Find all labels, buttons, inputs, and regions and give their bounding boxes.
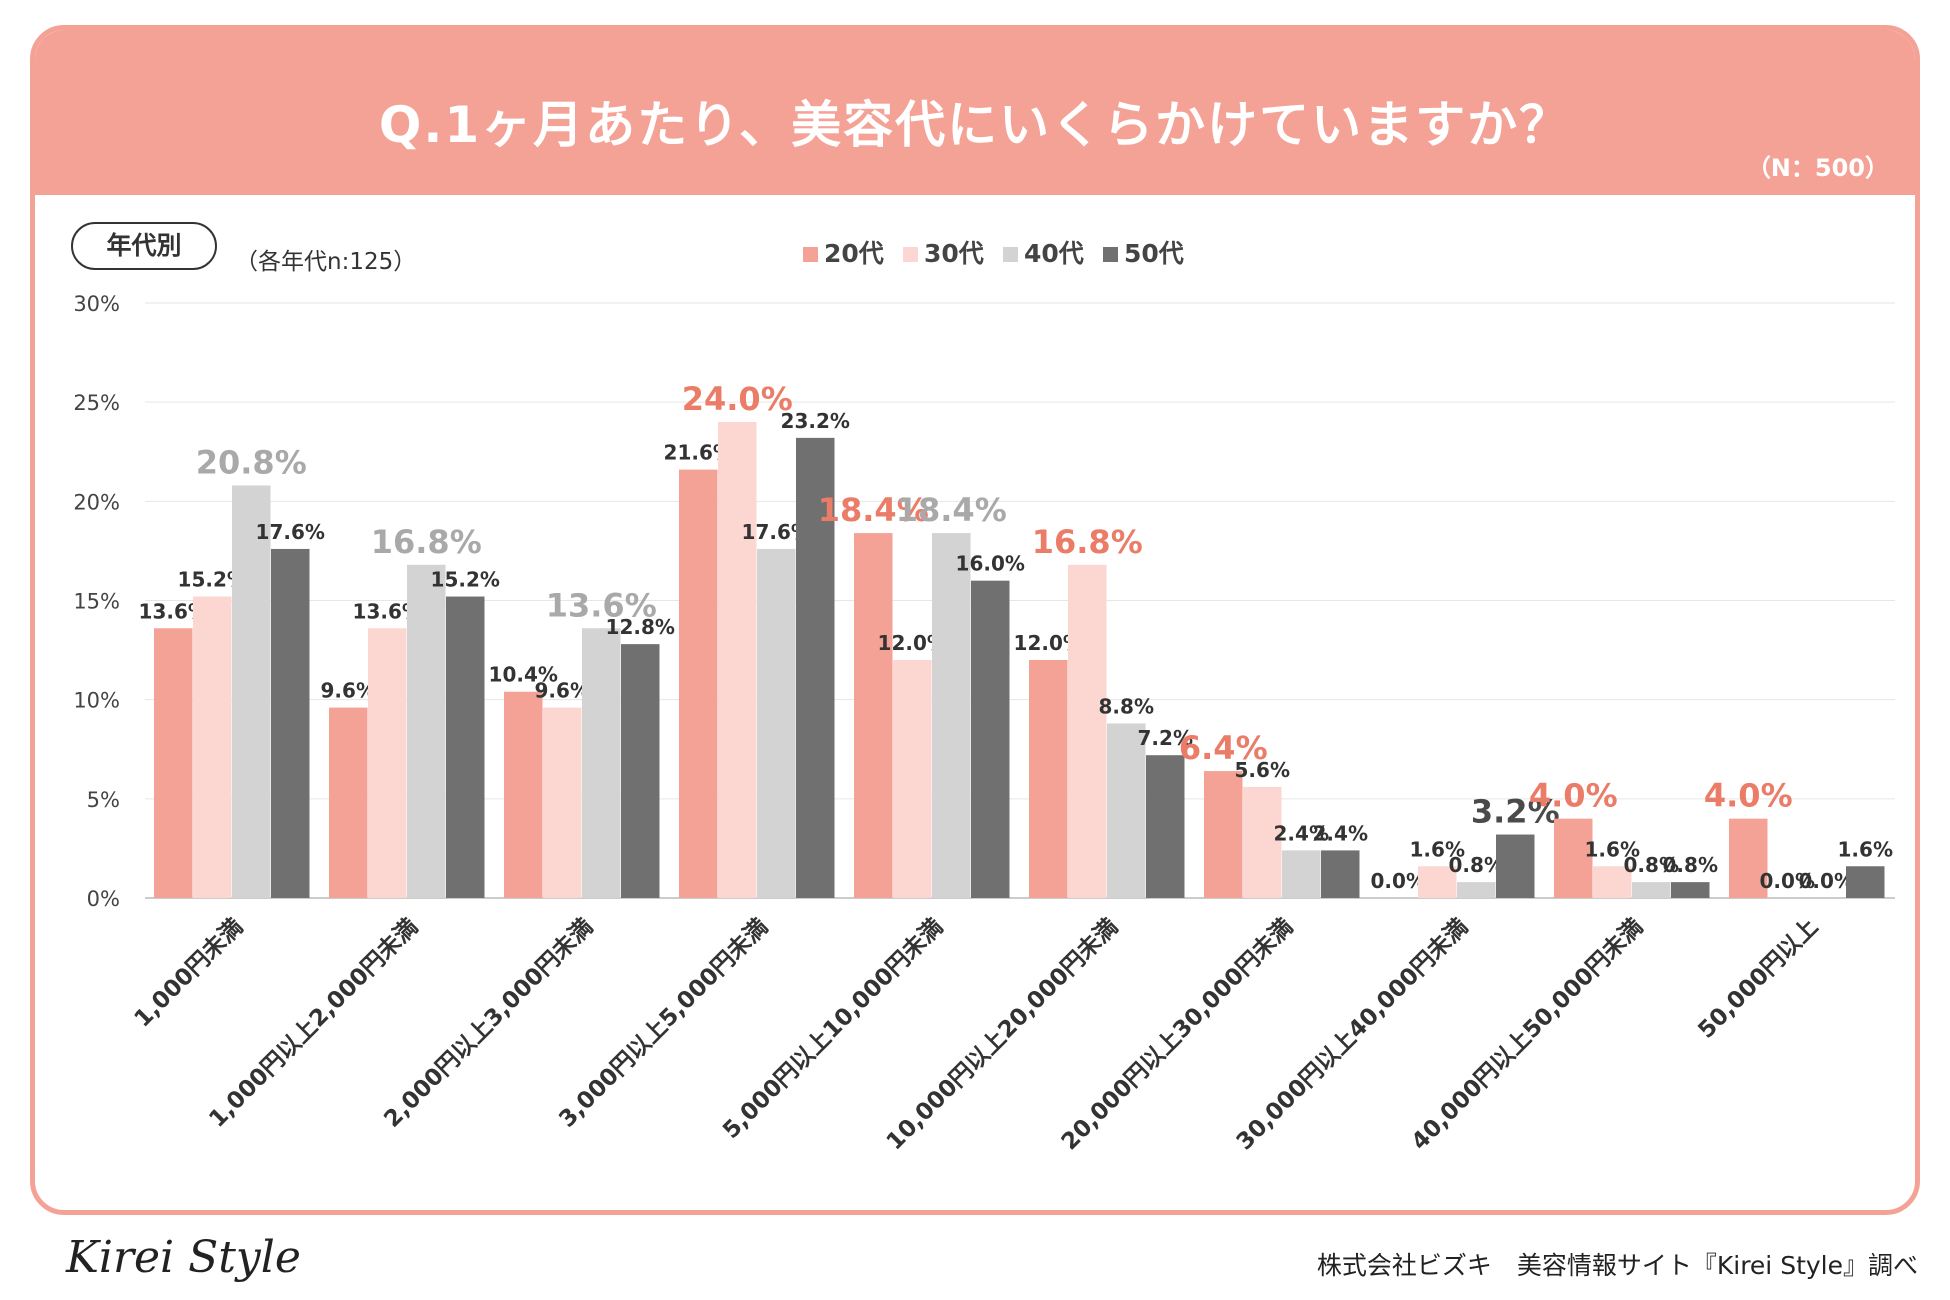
bar-value-label: 15.2% — [431, 568, 500, 592]
bar — [1554, 818, 1593, 898]
bar-value-label-highlight: 18.4% — [896, 491, 1007, 529]
x-category-label: 2,000円以上3,000円未満 — [379, 914, 598, 1133]
legend-swatch — [903, 247, 918, 262]
bar-value-label-highlight: 4.0% — [1704, 777, 1793, 815]
bar — [1593, 866, 1632, 898]
bar — [582, 628, 621, 898]
bar-value-label: 1.6% — [1410, 837, 1465, 861]
legend-swatch — [1103, 247, 1118, 262]
y-tick-label: 5% — [87, 788, 120, 812]
bar-value-label: 2.4% — [1313, 821, 1368, 845]
x-category-label: 1,000円以上2,000円未満 — [204, 914, 423, 1133]
bar — [1029, 660, 1068, 898]
bar — [271, 548, 310, 898]
bar-value-label: 9.6% — [321, 679, 376, 703]
bar — [679, 469, 718, 898]
bar-value-label: 0.0% — [1371, 869, 1426, 893]
bar — [893, 660, 932, 898]
segment-pill: 年代別 — [71, 222, 217, 270]
bar — [543, 707, 582, 898]
bar — [407, 564, 446, 898]
bar-value-label: 0.8% — [1663, 853, 1718, 877]
bar-value-label: 5.6% — [1235, 758, 1290, 782]
bar-value-label-highlight: 6.4% — [1179, 729, 1268, 767]
y-tick-label: 0% — [87, 887, 120, 911]
bar-value-label-highlight: 16.8% — [371, 523, 482, 561]
legend-label: 40代 — [1024, 239, 1084, 268]
legend-label: 20代 — [824, 239, 884, 268]
x-category-label: 50,000円以上 — [1693, 914, 1823, 1044]
bar-value-label: 0.8% — [1624, 853, 1679, 877]
y-tick-label: 20% — [73, 490, 120, 514]
bar — [1418, 866, 1457, 898]
y-tick-label: 15% — [73, 590, 120, 614]
x-category-label: 3,000円以上5,000円未満 — [554, 914, 773, 1133]
y-tick-label: 25% — [73, 391, 120, 415]
segment-note: （各年代n:125） — [235, 249, 417, 275]
bar — [1146, 755, 1185, 898]
bar — [193, 596, 232, 898]
bar-value-label: 0.8% — [1449, 853, 1504, 877]
bar-value-label: 23.2% — [781, 409, 850, 433]
bar — [1068, 564, 1107, 898]
bar — [1846, 866, 1885, 898]
x-category-label: 1,000円未満 — [130, 914, 249, 1033]
legend-swatch — [1003, 247, 1018, 262]
bar-value-label-highlight: 20.8% — [196, 443, 307, 481]
bar-value-label: 0.0% — [1799, 869, 1854, 893]
bar-value-label: 2.4% — [1274, 821, 1329, 845]
bar-value-label: 17.6% — [256, 520, 325, 544]
bar — [1243, 786, 1282, 898]
footer-credit: 株式会社ビズキ 美容情報サイト『Kirei Style』調べ — [1316, 1251, 1918, 1280]
bar-value-label: 12.8% — [606, 615, 675, 639]
chart-card: Q.1ヶ月あたり、美容代にいくらかけていますか？ （N：500） 年代別 （各年… — [30, 25, 1920, 1215]
y-tick-label: 10% — [73, 689, 120, 713]
bar — [932, 533, 971, 898]
page-title: Q.1ヶ月あたり、美容代にいくらかけていますか？ — [378, 96, 1572, 154]
legend-label: 30代 — [924, 239, 984, 268]
kirei-style-logo: Kirei Style — [66, 1232, 301, 1283]
bar — [1671, 882, 1710, 898]
bar — [232, 485, 271, 898]
bar-value-label: 16.0% — [956, 552, 1025, 576]
header-banner: Q.1ヶ月あたり、美容代にいくらかけていますか？ （N：500） — [35, 30, 1915, 195]
bar — [1107, 723, 1146, 898]
bar — [329, 707, 368, 898]
bar — [504, 691, 543, 898]
bar — [1204, 771, 1243, 898]
bar — [971, 580, 1010, 898]
sample-size: （N：500） — [1746, 154, 1889, 182]
y-tick-label: 30% — [73, 292, 120, 316]
bar — [796, 437, 835, 898]
bar-value-label-highlight: 16.8% — [1032, 523, 1143, 561]
bar — [1457, 882, 1496, 898]
bar — [854, 533, 893, 898]
bar — [154, 628, 193, 898]
bar-value-label-highlight: 24.0% — [682, 380, 793, 418]
bar-value-label: 7.2% — [1138, 726, 1193, 750]
bar — [621, 644, 660, 898]
bar-value-label-highlight: 3.2% — [1471, 793, 1560, 831]
bar-value-label: 8.8% — [1099, 694, 1154, 718]
bar-value-label: 9.6% — [535, 679, 590, 703]
bar — [718, 422, 757, 898]
bar — [1729, 818, 1768, 898]
bar — [1632, 882, 1671, 898]
bar — [1282, 850, 1321, 898]
bar-value-label: 0.0% — [1760, 869, 1815, 893]
bar-value-label-highlight: 18.4% — [818, 491, 929, 529]
bar-value-label: 10.4% — [489, 663, 558, 687]
bar — [757, 548, 796, 898]
bar-value-label-highlight: 13.6% — [546, 586, 657, 624]
legend-swatch — [803, 247, 818, 262]
bar-value-label: 1.6% — [1838, 837, 1893, 861]
legend-label: 50代 — [1124, 239, 1184, 268]
bar — [446, 596, 485, 898]
bar-value-label: 1.6% — [1585, 837, 1640, 861]
bar — [1321, 850, 1360, 898]
bar — [1496, 834, 1535, 898]
bar-value-label-highlight: 4.0% — [1529, 777, 1618, 815]
bar — [368, 628, 407, 898]
